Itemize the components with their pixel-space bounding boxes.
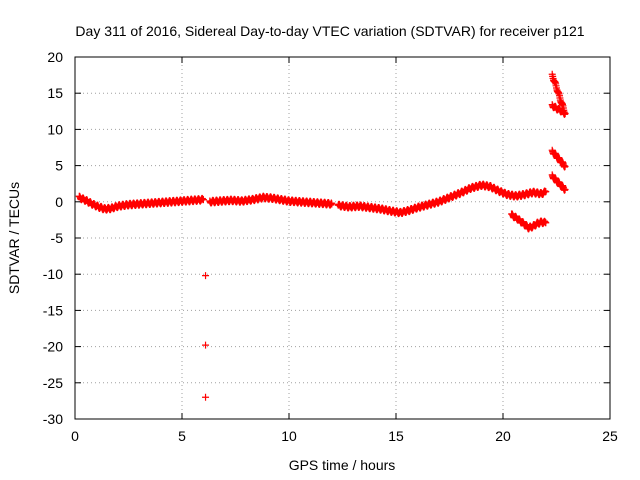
y-tick-label: 15: [47, 85, 63, 101]
data-point: [328, 200, 336, 208]
data-point: [542, 219, 550, 227]
data-point: [202, 393, 210, 401]
y-tick-label: -5: [51, 230, 64, 246]
x-axis-label: GPS time / hours: [289, 457, 396, 473]
data-point: [561, 109, 569, 117]
x-tick-label: 15: [388, 428, 404, 444]
data-points: [75, 70, 569, 401]
data-point: [542, 188, 550, 196]
data-point: [202, 272, 210, 280]
x-tick-label: 25: [602, 428, 618, 444]
data-point: [561, 162, 569, 170]
chart-title: Day 311 of 2016, Sidereal Day-to-day VTE…: [75, 23, 584, 39]
y-axis-label: SDTVAR / TECUs: [6, 182, 22, 294]
y-tick-label: 20: [47, 49, 63, 65]
x-tick-label: 5: [178, 428, 186, 444]
y-tick-label: -25: [43, 375, 63, 391]
y-tick-label: 5: [55, 158, 63, 174]
grid: [75, 57, 610, 419]
y-tick-label: -15: [43, 302, 63, 318]
y-tick-label: -30: [43, 411, 63, 427]
data-point: [199, 196, 207, 204]
x-tick-label: 0: [71, 428, 79, 444]
y-tick-label: 0: [55, 194, 63, 210]
data-point: [202, 341, 210, 349]
data-point: [561, 185, 569, 193]
axis-ticks: 0 5 10 15 20 25 -30 -25 -20 -15 -10 -5 0 5 10 15 20: [43, 49, 618, 444]
x-tick-label: 10: [281, 428, 297, 444]
x-tick-label: 20: [495, 428, 511, 444]
y-tick-label: -20: [43, 339, 63, 355]
y-tick-label: 10: [47, 121, 63, 137]
y-tick-label: -10: [43, 266, 63, 282]
